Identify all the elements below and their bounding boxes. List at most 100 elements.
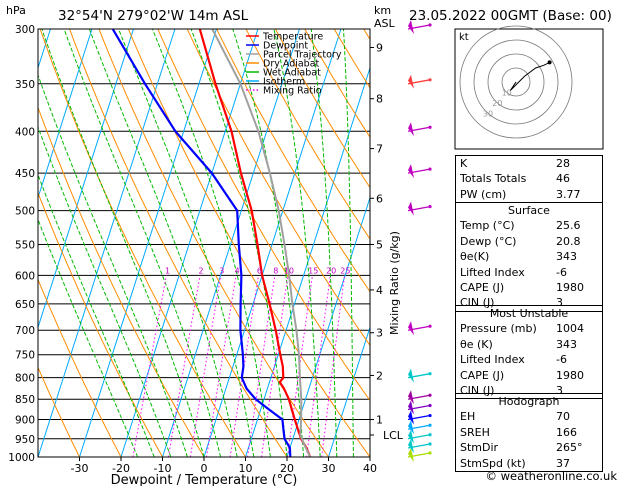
table-row: Dewp (°C) 20.8: [456, 234, 602, 249]
isotherm-line: [79, 29, 217, 457]
temperature-tick-label: 40: [363, 462, 377, 475]
table-row: CAPE (J) 1980: [456, 368, 602, 383]
table-row: StmSpd (kt) 37: [456, 456, 602, 471]
pressure-tick-label: 650: [15, 299, 35, 311]
row-value: 1980: [556, 368, 584, 382]
dry-adiabat-line: [127, 29, 370, 457]
legend-label: Parcel Trajectory: [263, 50, 342, 61]
wind-barb-flag: [408, 122, 414, 137]
series-parcel-trajectory: [211, 29, 312, 457]
table-row: CAPE (J) 1980: [456, 280, 602, 295]
dry-adiabat-line: [157, 29, 370, 402]
wind-barb-flag: [408, 368, 414, 383]
credit-text: © weatheronline.co.uk: [485, 469, 617, 483]
dry-adiabat-line: [69, 29, 288, 457]
mixing-ratio-label: 1: [165, 266, 170, 275]
wind-barb-point: [428, 167, 432, 171]
wet-adiabat-line: [118, 29, 255, 457]
table-row: θe(K) 343: [456, 249, 602, 264]
hodograph-ring-label: 10: [502, 88, 512, 97]
row-value: 46: [556, 172, 570, 186]
wind-barb-point: [428, 78, 432, 82]
wind-barb-flag: [408, 201, 414, 216]
wind-barb-point: [428, 423, 432, 427]
hodograph-table-title: Hodograph: [498, 395, 560, 408]
wind-barb-flag: [408, 410, 414, 425]
wind-barb-flag: [408, 400, 414, 415]
wet-adiabat-line: [310, 29, 338, 457]
row-label: StmDir: [460, 441, 499, 455]
table-row: Lifted Index -6: [456, 265, 602, 280]
asl-label: ASL: [374, 17, 396, 30]
wind-barb-flag: [408, 20, 414, 34]
height-tick-label: 6: [376, 192, 383, 205]
isotherm-line: [38, 29, 93, 200]
isotherm-line: [0, 29, 9, 457]
hodograph-frame: [454, 28, 604, 150]
isotherm-line: [245, 66, 370, 457]
wind-barb-point: [428, 442, 432, 446]
table-row: SREH 166: [456, 425, 602, 440]
pressure-tick-label: 450: [15, 168, 35, 180]
mixing-ratio-line: [261, 275, 289, 457]
series-temperature: [198, 29, 312, 457]
wet-adiabat-line: [343, 29, 354, 457]
wind-barb-point: [428, 393, 432, 397]
surface-title: Surface: [508, 204, 550, 217]
pressure-tick-label: 850: [15, 394, 35, 406]
mixing-ratio-label: 10: [284, 266, 294, 275]
row-value: 28: [556, 157, 570, 170]
legend-label: Isotherm: [263, 77, 305, 88]
hodograph-trace-line: [509, 61, 550, 91]
table-row: Lifted Index -6: [456, 352, 602, 367]
mixing-ratio-label: 15: [308, 266, 318, 275]
row-value: 265°: [556, 441, 583, 455]
temperature-tick-label: 20: [280, 462, 294, 475]
mixing-ratio-label: 3: [219, 266, 224, 275]
pressure-tick-label: 1000: [8, 452, 35, 464]
hpa-label: hPa: [6, 4, 26, 17]
mixing-ratio-line: [189, 275, 222, 457]
surface-table: Surface Temp (°C) 25.6 Dewp (°C) 20.8 θe(K) 3…: [455, 202, 603, 312]
hodograph-table: Hodograph EH 70 SREH 166 StmDir 265° StmSpd (k…: [455, 393, 603, 472]
table-row: PW (cm) 3.77: [456, 187, 602, 202]
dry-adiabat-line: [38, 106, 205, 457]
background-lines: [0, 29, 370, 457]
wind-barb-flag: [408, 420, 414, 435]
wind-barb-flag: [408, 448, 414, 462]
hodograph-ring-label: 20: [492, 99, 502, 108]
mixing-ratio-labels: 1 2 3 4 6 8 10 15 20 25: [165, 266, 350, 275]
hodograph-ring: [501, 67, 531, 97]
wind-barb-flag: [408, 164, 414, 179]
hodograph-ring: [459, 25, 573, 139]
row-value: 343: [556, 250, 577, 264]
wind-barb-point: [428, 451, 432, 455]
row-value: 3: [556, 383, 563, 397]
wind-barbs: [407, 20, 432, 462]
wet-adiabat-line: [273, 29, 321, 457]
pressure-axis: 300 350 400 450 500 550 600 650 700 750 800 850 900 9…: [8, 24, 35, 464]
row-label: Totals Totals: [460, 172, 527, 186]
most-unstable-table: Most Unstable Pressure (mb) 1004 θe (K) 343…: [455, 305, 603, 400]
wind-barb-point: [428, 403, 432, 408]
row-value: 25.6: [556, 219, 581, 233]
isotherm-line: [38, 29, 176, 457]
pressure-tick-label: 900: [15, 415, 35, 427]
wet-adiabat-line: [88, 29, 238, 457]
row-value: -6: [556, 265, 567, 279]
mixing-ratio-label: 25: [340, 266, 350, 275]
legend-label: Temperature: [262, 32, 323, 43]
table-row: CIN (J) 3: [456, 295, 602, 310]
row-label: K: [460, 157, 468, 170]
wet-adiabat-line: [38, 173, 155, 457]
mixing-ratio-line: [206, 275, 237, 457]
temperature-tick-label: -20: [112, 462, 130, 475]
row-value: 70: [556, 410, 570, 424]
km-label: km: [374, 4, 391, 17]
wind-barb-point: [428, 125, 432, 129]
hodograph-ring: [473, 39, 559, 125]
